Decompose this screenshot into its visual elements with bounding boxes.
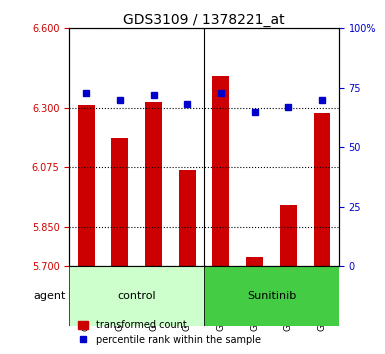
Bar <box>78 105 95 266</box>
Bar <box>280 205 297 266</box>
Bar <box>111 138 128 266</box>
Text: control: control <box>117 291 156 301</box>
FancyBboxPatch shape <box>204 266 339 326</box>
Bar <box>179 170 196 266</box>
FancyBboxPatch shape <box>69 266 204 326</box>
Bar <box>246 257 263 266</box>
Legend: transformed count, percentile rank within the sample: transformed count, percentile rank withi… <box>74 316 264 349</box>
Text: Sunitinib: Sunitinib <box>247 291 296 301</box>
Bar <box>213 76 229 266</box>
Text: agent: agent <box>33 291 66 301</box>
Bar <box>313 113 330 266</box>
Bar <box>145 102 162 266</box>
Title: GDS3109 / 1378221_at: GDS3109 / 1378221_at <box>123 13 285 27</box>
